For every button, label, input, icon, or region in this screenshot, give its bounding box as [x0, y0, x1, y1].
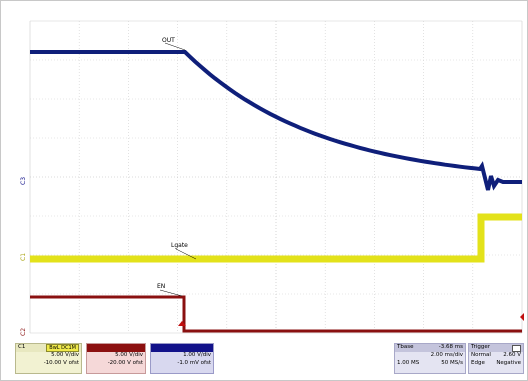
waveform-traces: [30, 50, 522, 333]
trigger-label: Trigger: [471, 344, 490, 350]
en-waveform: [30, 295, 522, 333]
trigger-descriptor[interactable]: Trigger Normal 2.60 V Edge Negative: [468, 343, 524, 374]
timebase-scale: 2.00 ms/div: [430, 352, 463, 358]
channel-c2-descriptor[interactable]: 5.00 V/div -20.00 V ofst: [86, 343, 146, 374]
out-waveform: [30, 50, 522, 191]
out-label: OUT: [162, 37, 175, 44]
trigger-level: 2.60 V: [503, 352, 521, 358]
trigger-type: Edge: [471, 359, 485, 366]
en-label: EN: [157, 283, 165, 290]
timebase-rate: 50 MS/s: [441, 359, 463, 366]
trigger-mode: Normal: [471, 352, 491, 358]
trigger-level-marker: [520, 313, 524, 321]
c2-offset: -20.00 V ofst: [107, 359, 143, 366]
lgate-waveform: [30, 213, 522, 263]
graticule: [29, 20, 523, 334]
c3-marker[interactable]: C3: [20, 177, 27, 185]
c3-offset: -1.0 mV ofst: [177, 359, 211, 366]
channel-c1-descriptor[interactable]: C1 BwL DC1M 5.00 V/div -10.00 V ofst: [15, 343, 82, 374]
timebase-descriptor[interactable]: Tbase -3.68 ms 2.00 ms/div 1.00 MS 50 MS…: [394, 343, 466, 374]
c1-vdiv: 5.00 V/div: [51, 352, 79, 358]
trigger-slope: Negative: [496, 359, 521, 366]
c3-vdiv: 1.00 V/div: [183, 352, 211, 358]
timebase-label: Tbase: [397, 344, 414, 350]
c1-offset: -10.00 V ofst: [43, 359, 79, 366]
channel-c3-descriptor[interactable]: 1.00 V/div -1.0 mV ofst: [150, 343, 214, 374]
c1-name: C1: [18, 344, 26, 350]
c2-marker[interactable]: C2: [20, 328, 27, 336]
timebase-memory: 1.00 MS: [397, 359, 420, 366]
c2-vdiv: 5.00 V/div: [115, 352, 143, 358]
lgate-label: Lgate: [171, 242, 188, 249]
timebase-offset: -3.68 ms: [438, 344, 463, 350]
trigger-source-icon: [512, 345, 521, 352]
c1-marker[interactable]: C1: [20, 253, 27, 261]
c1-coupling-tag: BwL DC1M: [46, 344, 79, 352]
trigger-position-marker: [178, 321, 186, 326]
